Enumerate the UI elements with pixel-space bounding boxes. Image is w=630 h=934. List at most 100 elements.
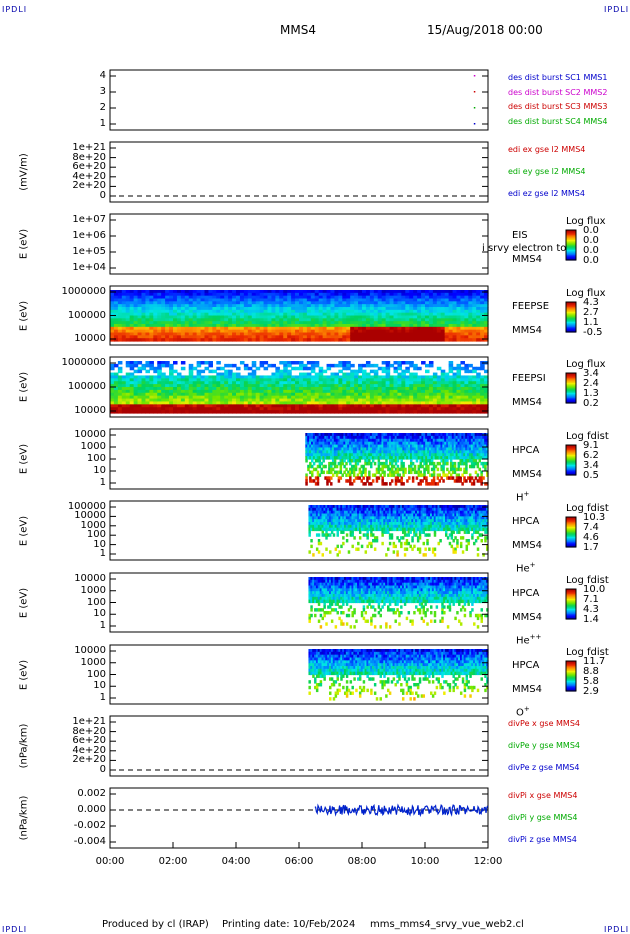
spectrogram-cell [444,304,450,308]
spectrogram-cell [457,444,461,449]
spectrogram-cell [310,309,316,314]
spectrogram-cell [438,456,442,460]
spectrogram-cell [302,401,308,405]
spectrogram-cell [224,298,229,302]
spectrogram-cell [312,447,316,451]
spectrogram-cell [365,290,371,294]
spectrogram-cell [381,444,384,449]
spectrogram-cell [428,338,434,342]
spectrogram-cell [192,404,198,408]
spectrogram-cell [331,450,335,454]
spectrogram-cell [153,404,158,408]
spectrogram-cell [271,407,276,411]
spectrogram-cell [377,444,381,449]
spectrogram-cell [452,392,458,397]
spectrogram-cell [243,387,249,391]
spectrogram-cell [425,318,430,322]
spectrogram-cell [314,318,320,322]
spectrogram-cell [283,363,288,368]
spectrogram-cell [373,398,379,403]
spectrogram-cell [334,372,339,377]
spectrogram-cell [470,476,474,480]
spectrogram-cell [342,338,347,342]
spectrogram-cell [161,395,166,400]
spectrogram-cell [405,375,410,379]
spectrogram-cell [345,467,348,472]
spectrogram-cell [397,378,402,382]
spectrogram-cell [110,326,115,331]
spectrogram-cell [310,292,316,297]
spectrogram-cell [251,395,257,400]
spectrogram-cell [330,335,336,339]
spectrogram-cell [125,292,131,297]
spectrogram-cell [347,513,351,517]
spectrogram-cell [117,318,123,322]
spectrogram-cell [472,401,477,405]
spectrogram-cell [317,513,321,517]
spectrogram-cell [347,453,350,457]
spectrogram-cell [452,410,458,414]
spectrogram-cell [381,298,387,302]
spectrogram-cell [370,447,373,451]
spectrogram-cell [113,407,119,411]
spectrogram-cell [468,401,473,405]
spectrogram-cell [322,332,328,336]
spectrogram-cell [476,372,481,377]
colorbar-step [566,470,576,472]
spectrogram-cell [373,387,379,391]
spectrogram-cell [299,372,304,377]
spectrogram-cell [236,298,241,302]
spectrogram-cell [480,292,485,297]
spectrogram-cell [460,301,465,305]
spectrogram-cell [408,433,411,437]
spectrogram-cell [267,324,273,328]
spectrogram-cell [428,398,434,403]
spectrogram-cell [133,290,139,294]
spectrogram-cell [423,473,426,477]
spectrogram-cell [291,318,296,322]
spectrogram-cell [318,389,324,394]
spectrogram-cell [310,312,316,317]
spectrogram-cell [349,516,353,520]
spectrogram-cell [425,298,430,302]
spectrogram-cell [432,473,436,477]
spectrogram-cell [322,404,328,408]
spectrogram-cell [463,479,466,483]
spectrogram-cell [271,312,276,317]
spectrogram-cell [320,444,324,449]
spectrogram-cell [204,398,210,403]
spectrogram-cell [484,461,487,466]
spectrogram-cell [345,447,348,451]
spectrogram-cell [464,366,469,371]
spectrogram-cell [271,324,276,328]
spectrogram-cell [157,375,162,379]
spectrogram-cell [308,550,311,554]
spectrogram-cell [456,312,462,317]
spectrogram-cell [397,389,402,394]
spectrogram-cell [129,387,135,391]
spectrogram-cell [459,433,462,437]
spectrogram-cell [161,326,166,331]
spectrogram-cell [463,438,466,443]
spectrogram-cell [425,335,430,339]
spectrogram-cell [157,315,162,319]
spectrogram-cell [165,407,170,411]
spectrogram-cell [480,395,485,400]
spectrogram-cell [354,438,358,443]
spectrogram-cell [336,505,339,509]
spectrogram-cell [362,384,367,388]
spectrogram-cell [349,479,352,483]
spectrogram-cell [338,315,343,319]
spectrogram-cell [377,456,381,460]
spectrogram-cell [330,321,336,325]
spectrogram-cell [413,387,418,391]
spectrogram-cell [358,375,363,379]
spectrogram-cell [345,453,348,457]
spectrogram-cell [444,378,450,382]
spectrogram-cell [125,295,131,300]
spectrogram-cell [349,435,352,440]
spectrogram-cell [464,407,469,411]
spectrogram-cell [322,384,328,388]
spectrogram-cell [117,410,123,414]
spectrogram-cell [287,363,292,368]
